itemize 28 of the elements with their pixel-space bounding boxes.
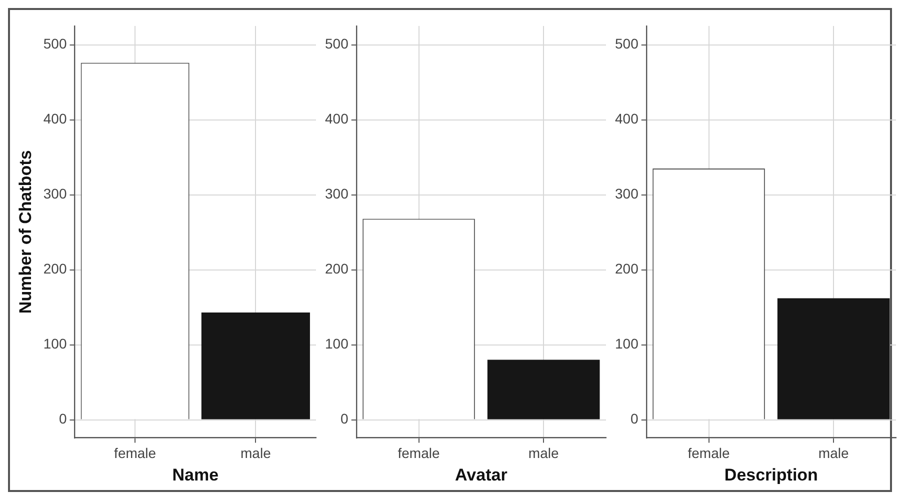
y-tick-label: 0 xyxy=(58,410,67,427)
y-tick-label: 300 xyxy=(615,186,639,202)
y-tick-label: 400 xyxy=(325,110,349,127)
x-axis-title: Name xyxy=(172,465,219,484)
y-axis-title: Number of Chatbots xyxy=(16,150,35,314)
y-tick-label: 400 xyxy=(43,110,67,127)
x-axis-title: Avatar xyxy=(455,465,508,484)
y-tick-label: 400 xyxy=(615,110,639,127)
x-tick-label: male xyxy=(818,445,849,462)
y-tick-label: 200 xyxy=(325,260,349,277)
y-tick-label: 100 xyxy=(43,336,67,352)
x-tick-label: female xyxy=(114,445,156,462)
x-tick-label: male xyxy=(528,445,559,462)
y-tick-label: 200 xyxy=(615,260,639,277)
y-tick-label: 0 xyxy=(630,410,639,427)
x-axis-title: Description xyxy=(724,465,818,484)
x-tick-label: male xyxy=(240,445,272,462)
y-tick-label: 200 xyxy=(43,260,67,277)
y-tick-label: 300 xyxy=(325,186,349,202)
y-tick-label: 500 xyxy=(43,36,67,52)
y-tick-label: 300 xyxy=(43,186,67,202)
x-tick-label: female xyxy=(688,445,730,462)
x-tick-label: female xyxy=(398,445,440,462)
y-tick-label: 100 xyxy=(325,336,349,352)
y-tick-label: 500 xyxy=(325,36,349,52)
y-tick-label: 100 xyxy=(615,336,639,352)
y-tick-label: 0 xyxy=(340,410,349,427)
y-tick-label: 500 xyxy=(615,36,639,52)
